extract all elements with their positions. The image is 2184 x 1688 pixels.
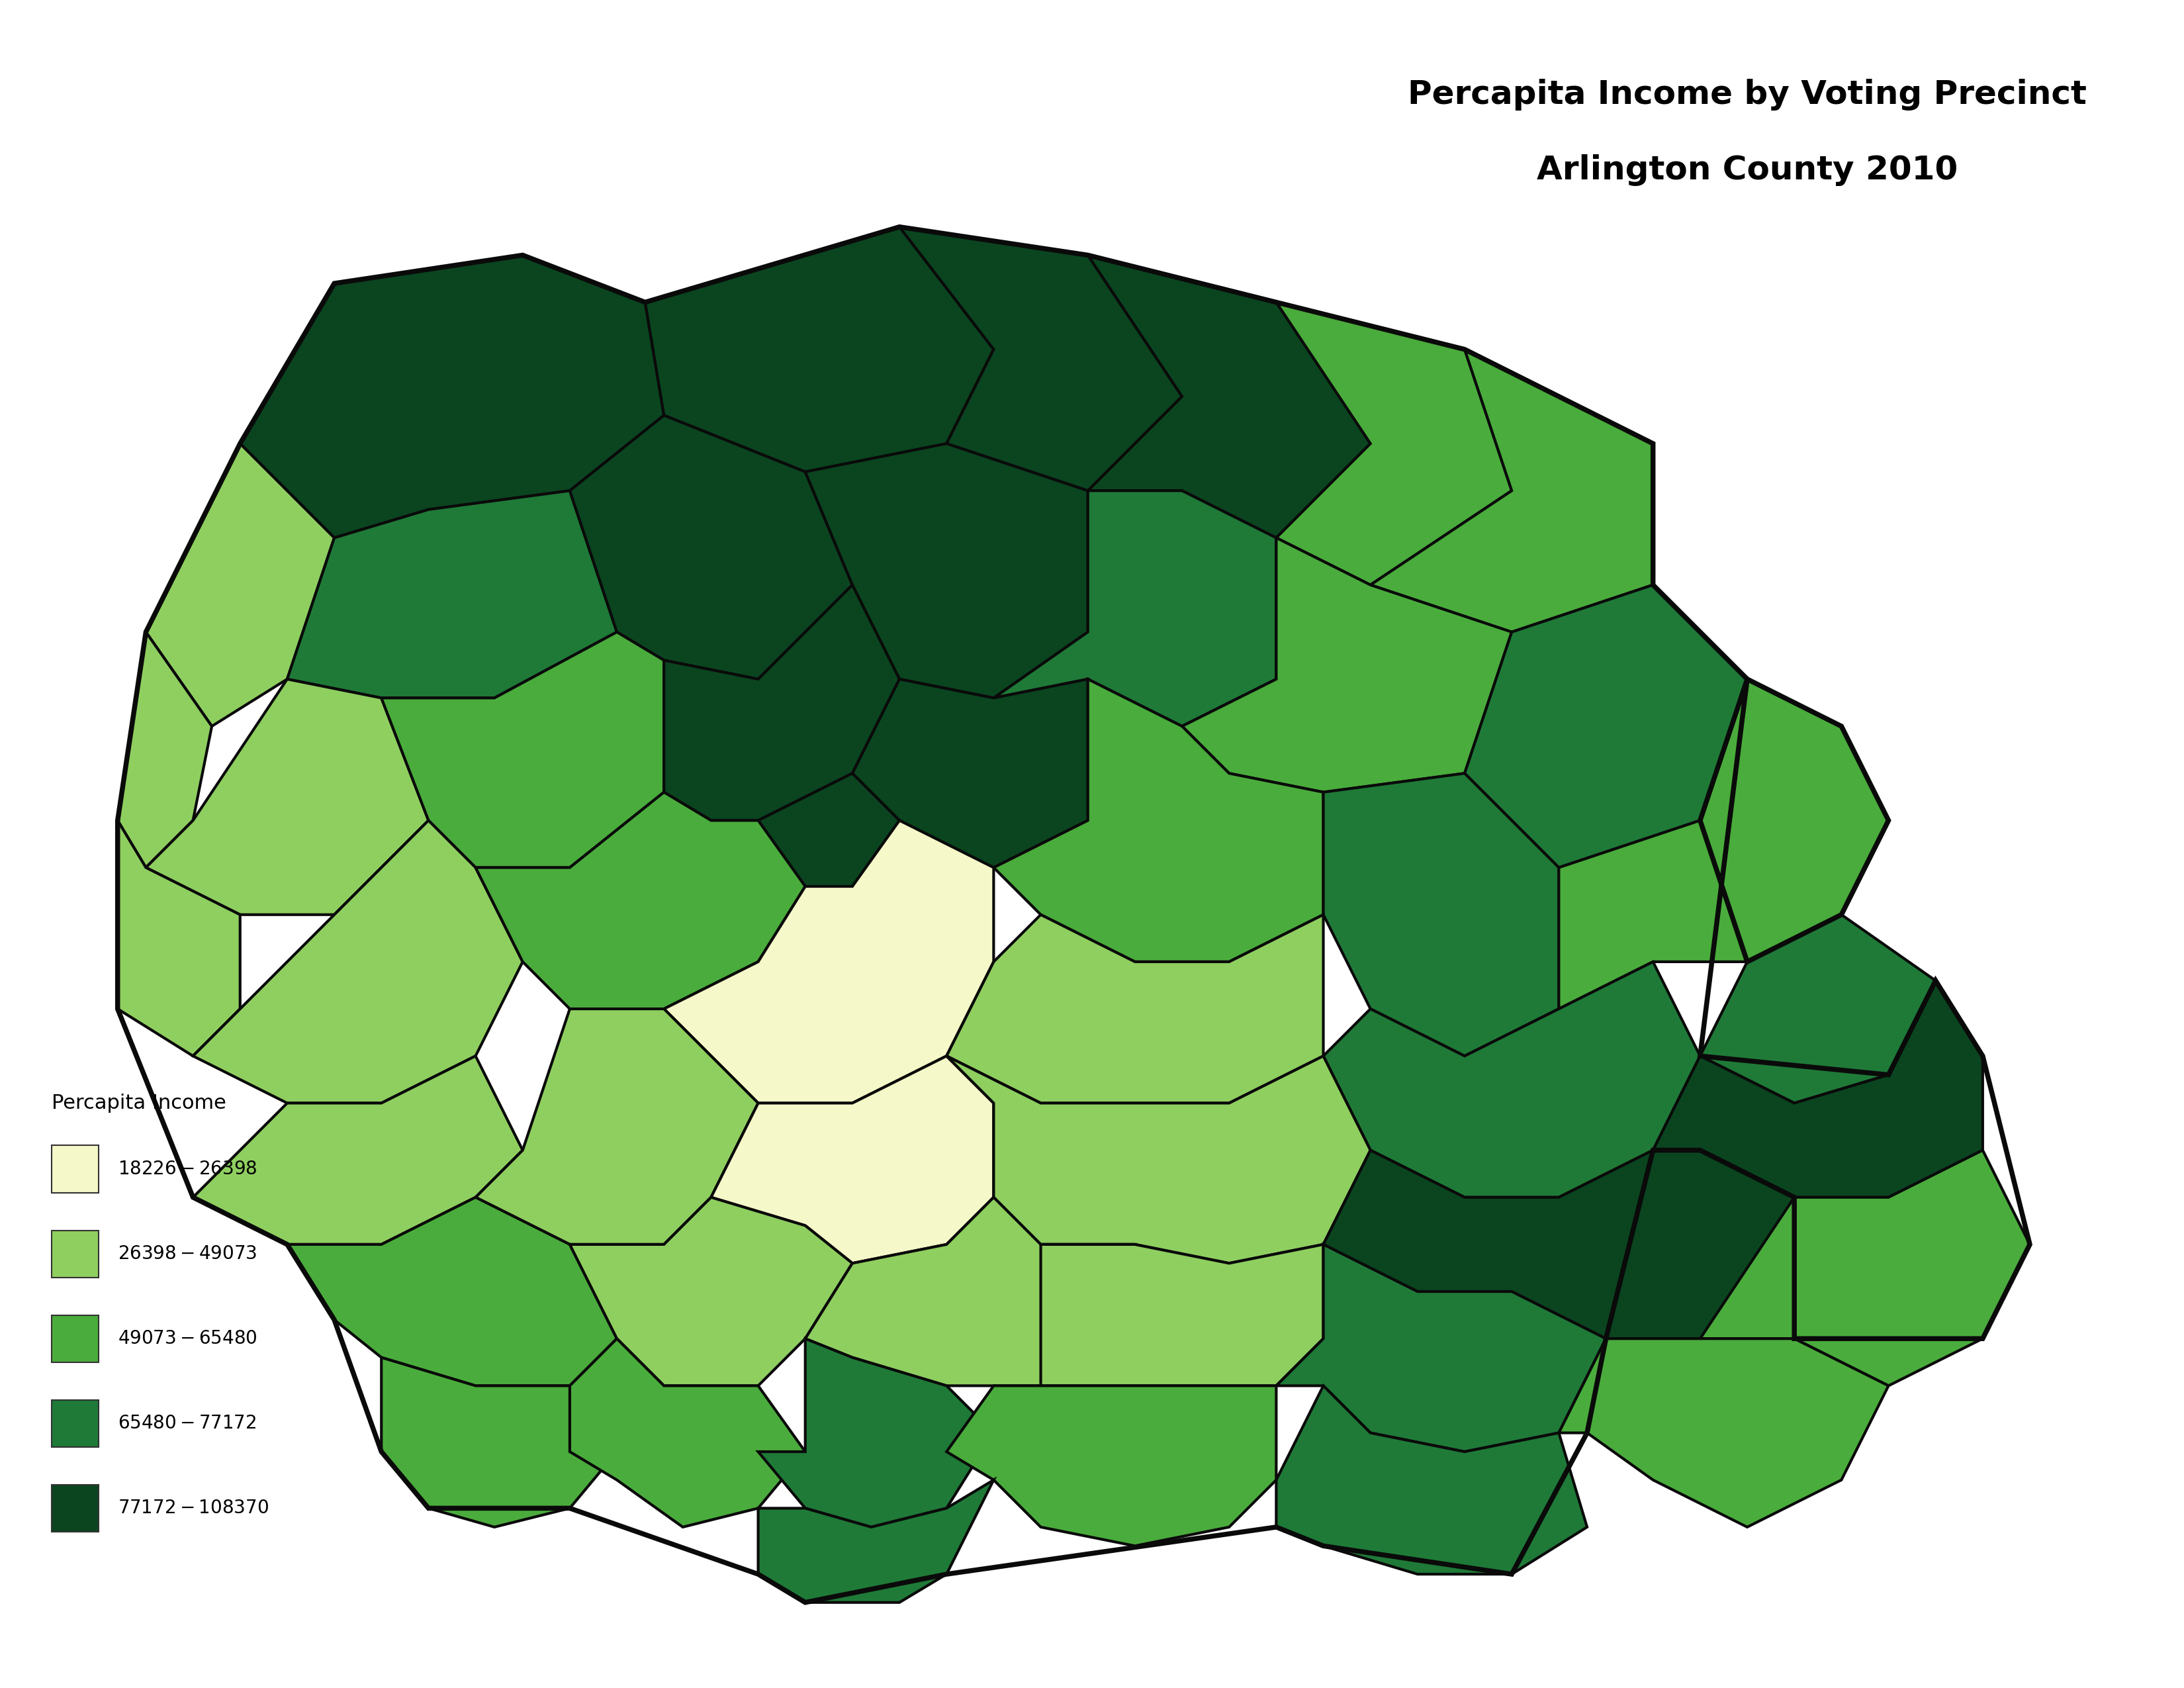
Polygon shape <box>758 773 900 886</box>
Polygon shape <box>806 1197 1136 1386</box>
Polygon shape <box>1559 679 1889 1009</box>
Polygon shape <box>1275 1244 1605 1452</box>
Polygon shape <box>644 226 994 473</box>
Text: $26398 - $49073: $26398 - $49073 <box>118 1244 258 1263</box>
Polygon shape <box>1275 302 1511 586</box>
Polygon shape <box>570 1197 852 1386</box>
Polygon shape <box>146 679 428 915</box>
Polygon shape <box>1653 981 1983 1197</box>
Text: $49073 - $65480: $49073 - $65480 <box>118 1330 258 1349</box>
Polygon shape <box>118 631 212 868</box>
Polygon shape <box>192 820 522 1102</box>
Polygon shape <box>146 444 334 726</box>
Text: $65480 - $77172: $65480 - $77172 <box>118 1415 256 1433</box>
Bar <box>52 1315 98 1362</box>
Polygon shape <box>664 586 900 820</box>
Polygon shape <box>570 1339 806 1528</box>
Polygon shape <box>476 792 806 1009</box>
Polygon shape <box>476 1009 758 1244</box>
Polygon shape <box>1275 1386 1588 1575</box>
Polygon shape <box>1559 1339 1889 1528</box>
Polygon shape <box>1182 538 1511 792</box>
Polygon shape <box>1699 915 1935 1102</box>
Text: Percapita Income: Percapita Income <box>52 1094 227 1112</box>
Polygon shape <box>1324 962 1699 1197</box>
Polygon shape <box>758 1480 994 1602</box>
Polygon shape <box>946 1057 1369 1263</box>
Bar <box>52 1231 98 1278</box>
Text: $77172 - $108370: $77172 - $108370 <box>118 1499 269 1518</box>
Polygon shape <box>946 915 1324 1102</box>
Bar <box>52 1399 98 1447</box>
Polygon shape <box>192 1057 522 1244</box>
Polygon shape <box>1088 255 1369 538</box>
Polygon shape <box>570 415 852 679</box>
Polygon shape <box>382 631 664 868</box>
Polygon shape <box>118 820 240 1057</box>
Polygon shape <box>1465 586 1747 868</box>
Bar <box>52 1146 98 1193</box>
Polygon shape <box>240 255 664 538</box>
Polygon shape <box>994 491 1275 726</box>
Text: Arlington County 2010: Arlington County 2010 <box>1538 155 1957 186</box>
Text: Percapita Income by Voting Precinct: Percapita Income by Voting Precinct <box>1409 79 2086 111</box>
Polygon shape <box>664 820 994 1102</box>
Polygon shape <box>1369 349 1653 631</box>
Polygon shape <box>1324 1150 1795 1339</box>
Polygon shape <box>758 1339 994 1528</box>
Polygon shape <box>1042 1244 1324 1386</box>
Polygon shape <box>382 1357 616 1528</box>
Bar <box>52 1485 98 1531</box>
Polygon shape <box>712 1057 994 1263</box>
Polygon shape <box>1699 1150 2029 1386</box>
Polygon shape <box>852 679 1088 868</box>
Polygon shape <box>286 1197 616 1386</box>
Polygon shape <box>994 679 1324 962</box>
Polygon shape <box>900 226 1182 491</box>
Polygon shape <box>946 1386 1275 1546</box>
Polygon shape <box>806 444 1088 697</box>
Polygon shape <box>1324 773 1559 1057</box>
Polygon shape <box>286 491 616 697</box>
Text: $18226 - $26398: $18226 - $26398 <box>118 1160 258 1178</box>
